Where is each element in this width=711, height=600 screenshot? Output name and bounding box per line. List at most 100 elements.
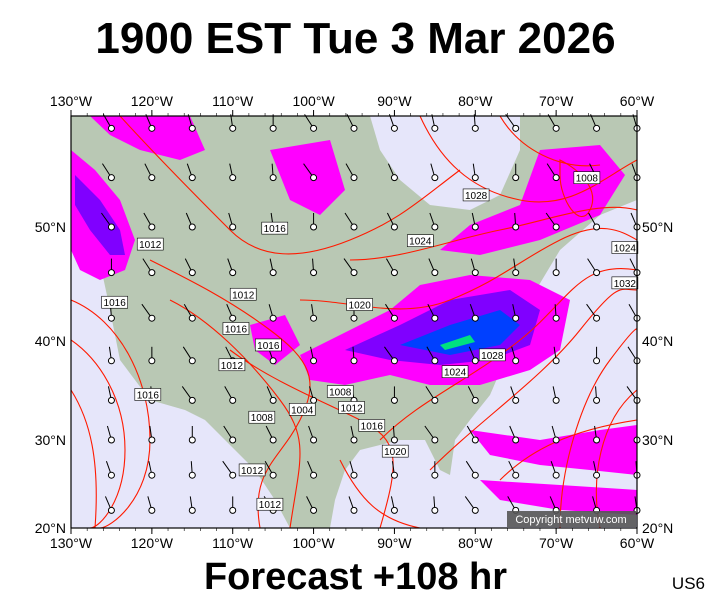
isobar-label: 1024 — [441, 365, 469, 379]
isobar-label: 1024 — [407, 234, 434, 248]
wind-barb — [387, 163, 398, 182]
wind-barb — [182, 346, 196, 365]
isobar-value: 1028 — [481, 351, 504, 362]
isobar-value: 1020 — [384, 447, 407, 458]
isobar-value: 1012 — [340, 403, 363, 414]
wind-barb — [101, 212, 115, 231]
wind-barb — [350, 346, 358, 365]
isobar-value: 1016 — [137, 390, 160, 401]
wind-barb — [307, 461, 318, 479]
wind-barb — [349, 461, 358, 479]
wind-barb — [229, 163, 237, 182]
wind-barb — [147, 496, 156, 514]
wind-barb — [310, 346, 318, 365]
wind-barb — [188, 461, 196, 479]
wind-barb — [552, 386, 560, 404]
isobar-value: 1016 — [225, 324, 248, 335]
wind-barb — [102, 163, 115, 182]
wind-barb — [266, 386, 277, 404]
wind-barb — [269, 258, 277, 277]
wind-barb — [512, 304, 520, 322]
isobar-value: 1008 — [329, 387, 352, 398]
wind-barb — [107, 258, 115, 277]
wind-barb — [593, 386, 601, 404]
wind-barb — [269, 163, 277, 182]
wind-barb — [505, 114, 520, 132]
isobar-value: 1012 — [232, 290, 255, 301]
wind-barb — [390, 496, 398, 514]
isobar-label: 1012 — [238, 463, 266, 477]
wind-barb — [431, 461, 439, 479]
isobar-label: 1012 — [229, 287, 257, 301]
wind-barb — [143, 212, 156, 231]
wind-barb — [343, 258, 358, 277]
precip-central — [270, 140, 345, 215]
lon-tick-bottom: 80°W — [458, 535, 493, 551]
wind-barb — [547, 114, 560, 132]
wind-barb — [185, 212, 196, 231]
isobar-label: 1020 — [381, 444, 409, 458]
axis-ticks: 130°W 130°W 120°W 120°W 110°W 110°W 100°W 100°W… — [35, 93, 674, 551]
lon-tick-top: 70°W — [539, 93, 574, 109]
map-frame — [70, 115, 638, 529]
wind-barb — [142, 258, 156, 277]
wind-barb — [550, 461, 560, 479]
region-code: US6 — [671, 574, 705, 593]
wind-stations — [101, 114, 641, 514]
wind-barb — [508, 460, 520, 479]
wind-barb — [510, 386, 520, 404]
wind-barb — [148, 346, 156, 365]
isobar-value: 1008 — [251, 413, 274, 424]
map-title: 1900 EST Tue 3 Mar 2026 — [95, 14, 616, 63]
lon-tick-top: 100°W — [292, 93, 335, 109]
wind-barb — [590, 114, 601, 132]
isobar-value: 1032 — [614, 279, 637, 290]
wind-barb — [188, 426, 196, 444]
wind-barb — [385, 258, 398, 277]
isobar-value: 1016 — [361, 421, 384, 432]
isobar-value: 1016 — [264, 224, 287, 235]
isobar-value: 1012 — [241, 466, 264, 477]
isobar-value: 1012 — [221, 361, 244, 372]
lon-tick-bottom: 120°W — [131, 535, 174, 551]
wind-barb — [428, 258, 439, 277]
wind-barb — [466, 425, 479, 444]
isobar-label: 1012 — [256, 497, 284, 511]
wind-barb — [390, 425, 398, 444]
wind-barb — [310, 304, 318, 322]
wind-barb — [509, 425, 520, 444]
isobar-label: 1008 — [326, 385, 354, 398]
wind-barb — [148, 461, 156, 479]
wind-barb — [310, 258, 318, 277]
isobar-labels: 1008 1028 1016 1012 1024 1024 1032 1012 1016 1020… — [101, 171, 639, 511]
isobar-label: 1008 — [573, 171, 601, 185]
isobar-value: 1016 — [104, 298, 127, 309]
lon-tick-top: 90°W — [377, 93, 412, 109]
wind-barb — [345, 163, 358, 182]
isobar-label: 1004 — [288, 403, 316, 416]
precip-extreme-core — [440, 335, 475, 350]
isobar-value: 1016 — [257, 341, 280, 352]
isobar-label: 1012 — [338, 401, 365, 414]
isobar-label: 1016 — [358, 419, 386, 432]
wind-barb — [586, 303, 601, 322]
wind-barb — [470, 258, 479, 277]
wind-barb — [228, 212, 237, 231]
isobar-value: 1012 — [259, 500, 282, 511]
wind-barb — [224, 386, 237, 404]
wind-barb — [427, 303, 439, 322]
isobar-label: 1012 — [218, 358, 246, 372]
isobar-label: 1016 — [254, 338, 282, 352]
wind-barb — [385, 303, 398, 322]
wind-barb — [425, 386, 439, 404]
lat-tick-right: 40°N — [642, 333, 673, 349]
wind-barb — [227, 258, 237, 277]
lat-tick-left: 40°N — [35, 333, 66, 349]
wind-barb — [141, 303, 156, 322]
wind-barb — [308, 425, 318, 444]
precip-caribbean — [480, 480, 637, 515]
lon-tick-top: 130°W — [50, 93, 93, 109]
wind-barb — [388, 114, 398, 132]
wind-barb — [546, 163, 560, 182]
lon-tick-top: 110°W — [212, 93, 254, 109]
